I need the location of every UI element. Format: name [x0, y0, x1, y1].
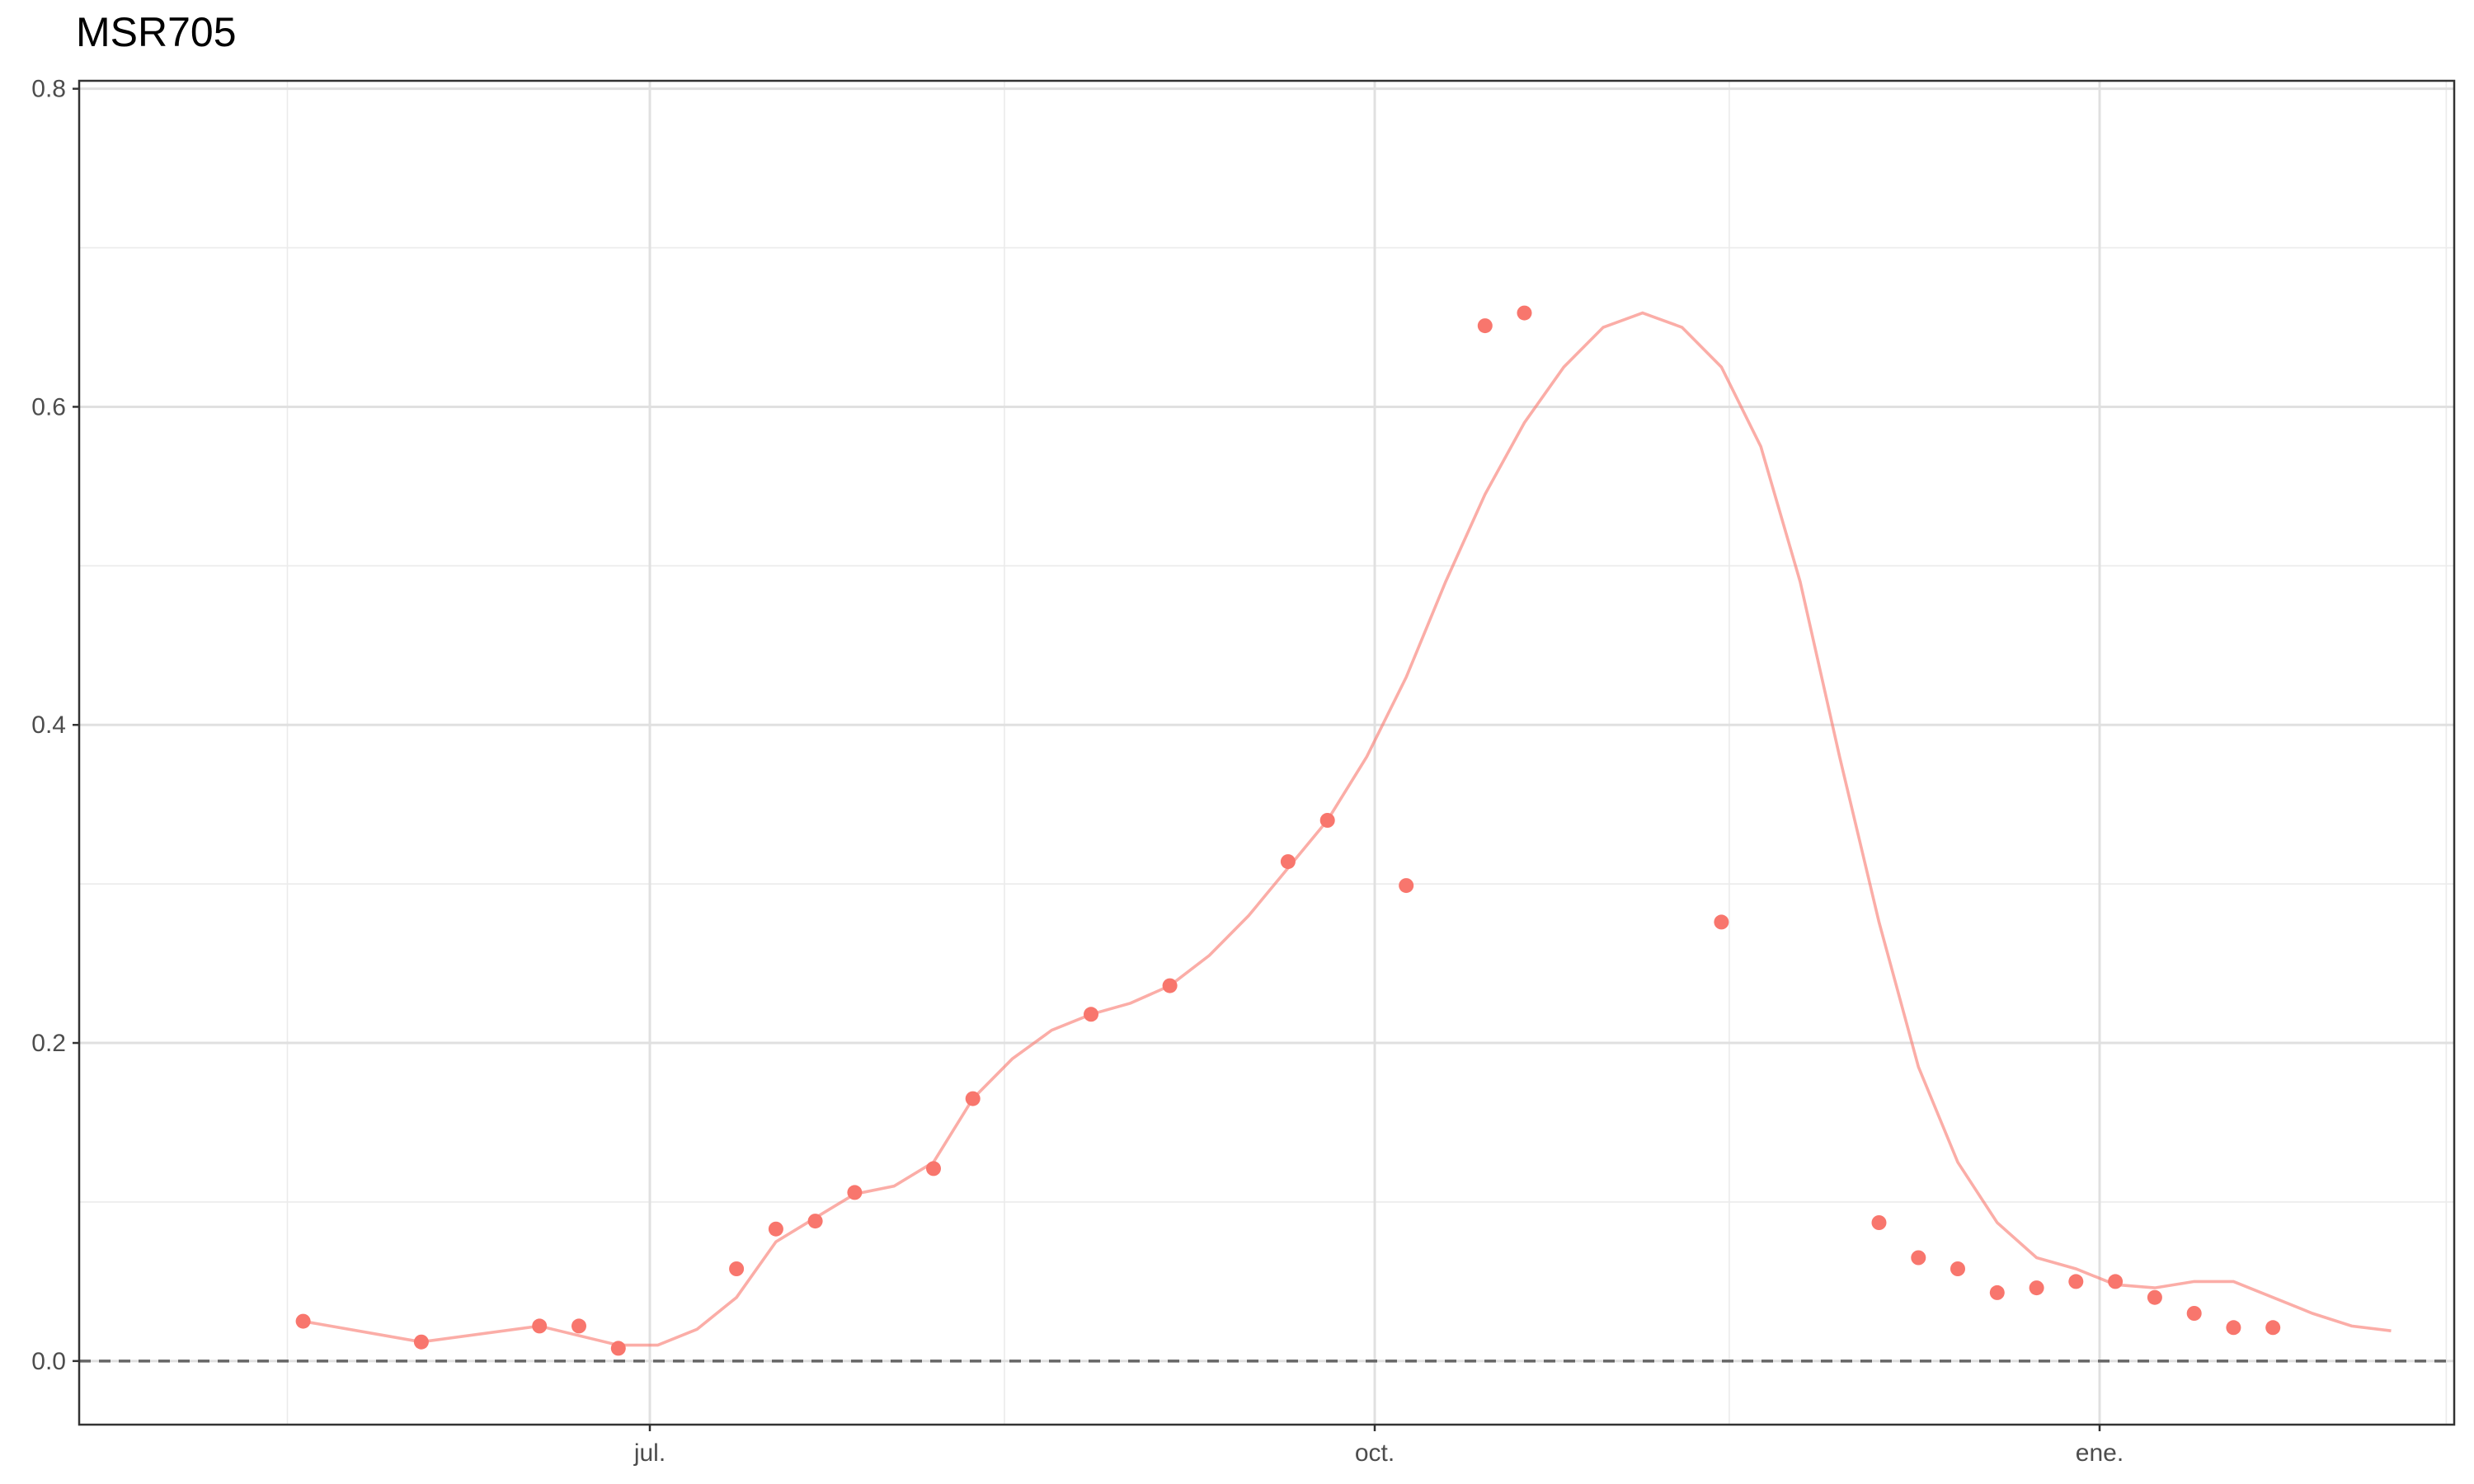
y-tick-label: 0.6 [31, 393, 66, 420]
series-1-point-13 [1162, 978, 1178, 993]
plot-background [79, 81, 2454, 1425]
series-1-point-19 [1714, 914, 1729, 930]
series-1-point-3 [532, 1318, 548, 1334]
series-1-point-11 [965, 1091, 981, 1106]
x-tick-label: oct. [1355, 1439, 1395, 1467]
series-1-point-29 [2226, 1320, 2241, 1336]
x-tick-label: jul. [633, 1439, 666, 1467]
panel-border [78, 79, 2456, 1426]
series-1-point-27 [2147, 1289, 2162, 1305]
series-1-point-22 [1950, 1261, 1965, 1276]
series-1-point-25 [2068, 1274, 2084, 1289]
series-1-point-28 [2186, 1306, 2202, 1321]
series-1-point-18 [1517, 305, 1532, 321]
series-1-point-7 [768, 1221, 783, 1237]
chart-title: MSR705 [76, 9, 237, 55]
y-tick-label: 0.2 [31, 1030, 66, 1057]
series-1-point-21 [1911, 1250, 1926, 1266]
series-group [295, 305, 2392, 1356]
series-1-point-24 [2029, 1280, 2044, 1296]
x-tick-label: ene. [2076, 1439, 2124, 1467]
series-1-point-14 [1280, 854, 1296, 870]
y-tick-label: 0.8 [31, 76, 66, 103]
series-1-point-5 [610, 1341, 626, 1356]
series-1-point-20 [1871, 1215, 1887, 1230]
series-1-point-12 [1084, 1007, 1098, 1022]
axes: 0.0 0.2 0.4 0.6 0.8 jul. oct. ene. [31, 76, 2124, 1467]
series-1-point-16 [1399, 878, 1414, 894]
series-1-point-8 [807, 1214, 823, 1229]
series-1-point-17 [1477, 318, 1493, 334]
series-1-point-1 [295, 1313, 311, 1329]
series-1-point-2 [413, 1334, 429, 1350]
y-tick-label: 0.0 [31, 1348, 66, 1375]
series-1-point-15 [1319, 813, 1335, 828]
series-1-point-30 [2265, 1320, 2281, 1336]
series-1-point-4 [571, 1318, 586, 1334]
series-1-point-23 [1989, 1284, 2005, 1300]
series-1-point-10 [926, 1161, 941, 1176]
y-tick-label: 0.4 [31, 711, 66, 739]
series-1-point-6 [729, 1261, 745, 1276]
series-1-point-26 [2108, 1274, 2124, 1289]
series-1-point-9 [847, 1185, 863, 1200]
